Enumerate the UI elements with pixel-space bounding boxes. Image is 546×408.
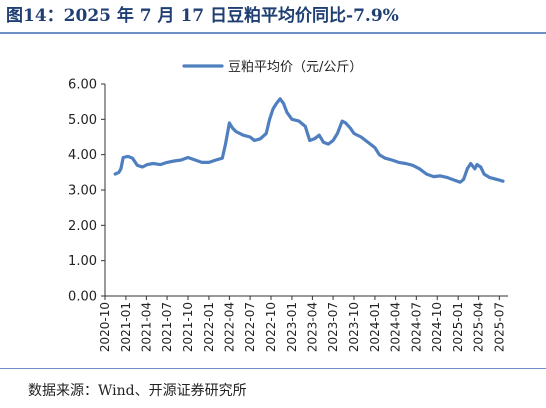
x-tick-label: 2021-10 <box>181 302 195 352</box>
y-tick-label: 4.00 <box>68 148 97 163</box>
y-tick-label: 1.00 <box>68 254 97 269</box>
series-layer <box>113 97 505 184</box>
x-tick-label: 2022-07 <box>243 302 257 352</box>
y-tick-label: 3.00 <box>68 184 97 199</box>
x-tick-label: 2024-10 <box>430 302 444 352</box>
y-tick-label: 5.00 <box>68 113 97 128</box>
x-tick-label: 2025-01 <box>451 302 465 352</box>
x-tick-label: 2023-01 <box>285 302 299 352</box>
source-note: 数据来源：Wind、开源证券研究所 <box>28 383 247 399</box>
x-tick-label: 2023-04 <box>305 302 319 352</box>
x-tick-label: 2024-04 <box>389 302 403 352</box>
chart-title: 图14：2025 年 7 月 17 日豆粕平均价同比-7.9% <box>6 6 399 26</box>
x-axis: 2020-10 2021-01 2021-04 2021-07 2021-10 2022-… <box>98 295 508 352</box>
x-tick-label: 2022-01 <box>202 302 216 352</box>
x-tick-label: 2023-07 <box>326 302 340 352</box>
series-line-0 <box>113 97 505 184</box>
x-tick-label: 2021-01 <box>119 302 133 352</box>
y-tick-label: 6.00 <box>68 78 97 93</box>
x-tick-label: 2023-10 <box>347 302 361 352</box>
x-tick-label: 2025-04 <box>472 302 486 352</box>
legend: 豆粕平均价（元/公斤） <box>182 60 362 75</box>
y-tick-label: 2.00 <box>68 219 97 234</box>
x-tick-label: 2021-04 <box>139 302 153 352</box>
legend-label: 豆粕平均价（元/公斤） <box>228 60 362 75</box>
y-axis: 0.00 1.00 2.00 3.00 4.00 5.00 6.00 <box>68 78 106 305</box>
x-tick-label: 2022-10 <box>264 302 278 352</box>
x-tick-label: 2022-04 <box>222 302 236 352</box>
title-divider <box>0 32 546 34</box>
x-tick-label: 2020-10 <box>98 302 112 352</box>
x-tick-label: 2024-01 <box>368 302 382 352</box>
source-divider <box>0 368 546 369</box>
x-tick-label: 2025-07 <box>492 302 506 352</box>
x-tick-label: 2024-07 <box>409 302 423 352</box>
y-tick-label: 0.00 <box>68 290 97 305</box>
x-tick-label: 2021-07 <box>160 302 174 352</box>
